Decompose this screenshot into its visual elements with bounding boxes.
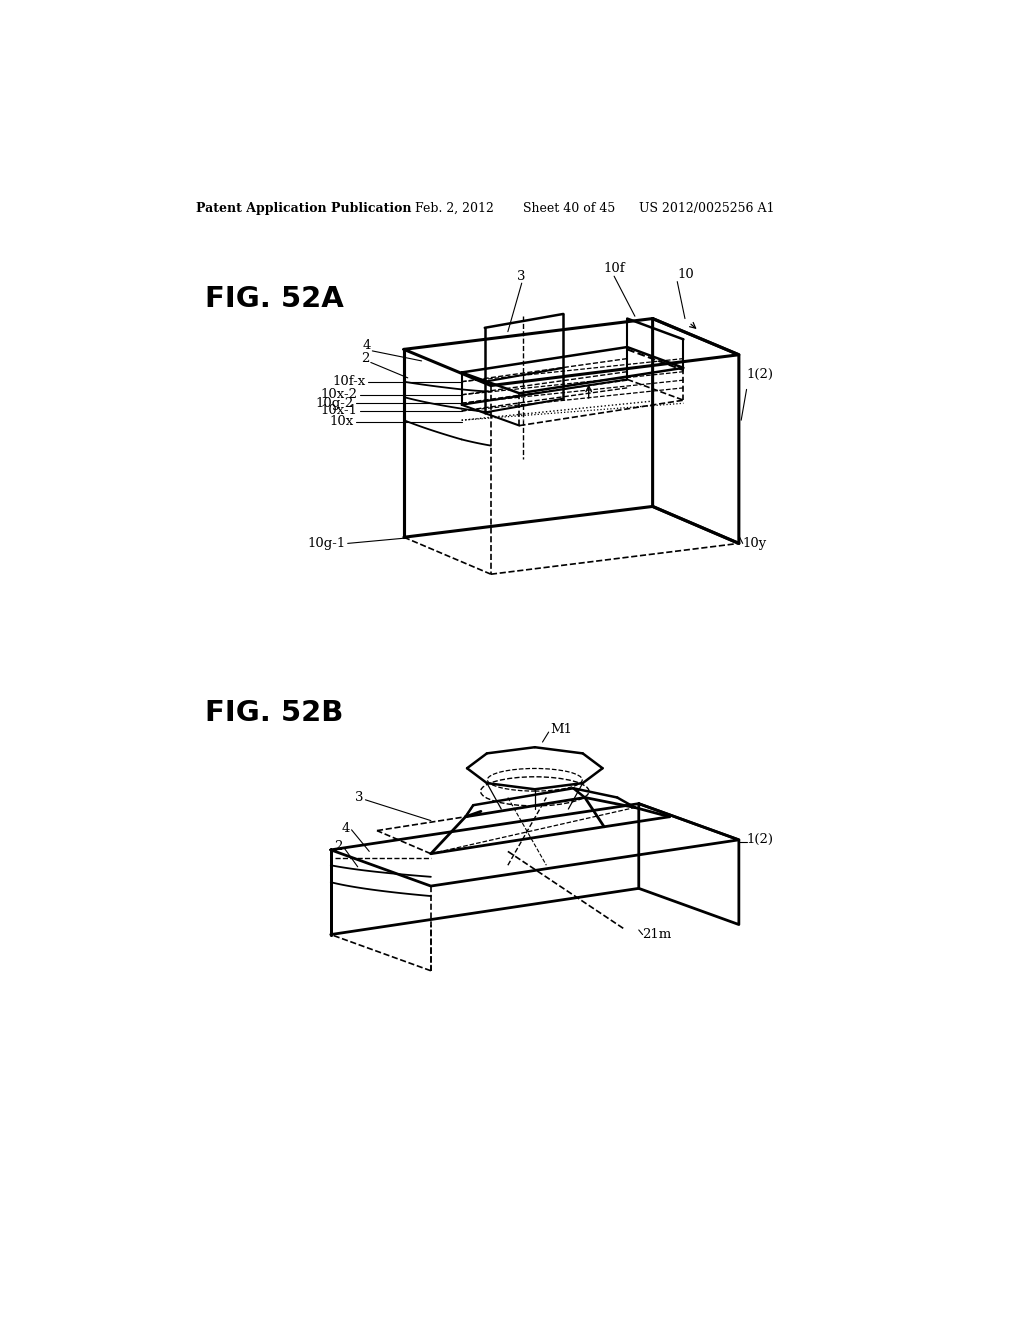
- Text: US 2012/0025256 A1: US 2012/0025256 A1: [639, 202, 774, 215]
- Text: 10x-1: 10x-1: [321, 404, 357, 417]
- Text: M1: M1: [550, 723, 572, 737]
- Text: 10g-1: 10g-1: [308, 537, 346, 550]
- Text: 3: 3: [517, 271, 526, 282]
- Text: 10: 10: [677, 268, 694, 281]
- Text: Sheet 40 of 45: Sheet 40 of 45: [523, 202, 615, 215]
- Text: FIG. 52B: FIG. 52B: [205, 698, 344, 727]
- Text: 2: 2: [360, 352, 370, 366]
- Text: FIG. 52A: FIG. 52A: [205, 285, 344, 313]
- Text: 4: 4: [362, 339, 371, 352]
- Text: 3: 3: [355, 791, 364, 804]
- Text: 10x-2: 10x-2: [321, 388, 357, 401]
- Text: Feb. 2, 2012: Feb. 2, 2012: [416, 202, 495, 215]
- Text: Patent Application Publication: Patent Application Publication: [196, 202, 412, 215]
- Text: 10y: 10y: [742, 537, 767, 550]
- Text: 10g-2: 10g-2: [315, 397, 354, 409]
- Text: 4: 4: [342, 822, 350, 834]
- Text: 21m: 21m: [643, 928, 672, 941]
- Text: 10x: 10x: [330, 416, 354, 428]
- Text: 10f: 10f: [603, 263, 625, 276]
- Text: 2: 2: [334, 840, 342, 853]
- Text: 10f-x: 10f-x: [332, 375, 366, 388]
- Text: 1(2): 1(2): [746, 833, 773, 846]
- Text: 1(2): 1(2): [746, 367, 773, 380]
